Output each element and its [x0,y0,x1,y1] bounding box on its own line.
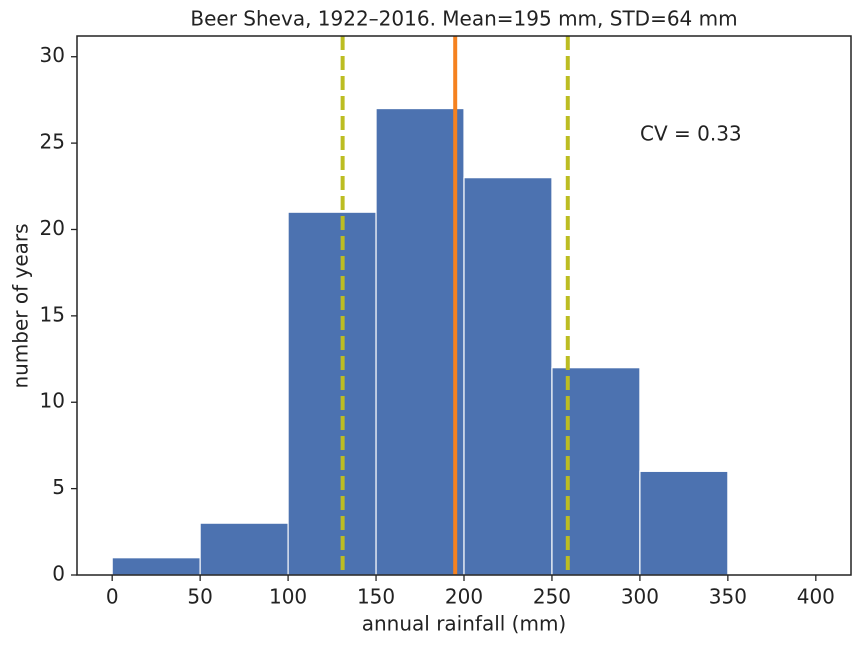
chart-title: Beer Sheva, 1922–2016. Mean=195 mm, STD=… [190,7,737,31]
bar [199,522,289,576]
x-tick-label: 150 [357,585,395,609]
y-axis-label: number of years [9,223,33,388]
bar [111,557,201,576]
x-tick-label: 300 [621,585,659,609]
x-tick-label: 400 [797,585,835,609]
x-tick-label: 100 [269,585,307,609]
x-tick-label: 250 [533,585,571,609]
y-tick-label: 0 [52,562,65,586]
x-tick-label: 200 [445,585,483,609]
x-tick-label: 0 [106,585,119,609]
bar [551,367,641,576]
x-tick-label: 50 [187,585,212,609]
y-tick-label: 20 [40,216,65,240]
bar [375,107,465,576]
bar [287,211,377,576]
y-tick-label: 25 [40,130,65,154]
bar [639,470,729,576]
bar [463,177,553,576]
annotation: CV = 0.33 [640,122,742,146]
y-tick-label: 10 [40,389,65,413]
y-tick-label: 15 [40,302,65,326]
x-tick-label: 350 [709,585,747,609]
y-tick-label: 30 [40,43,65,67]
x-axis-label: annual rainfall (mm) [362,612,567,636]
y-tick-label: 5 [52,475,65,499]
